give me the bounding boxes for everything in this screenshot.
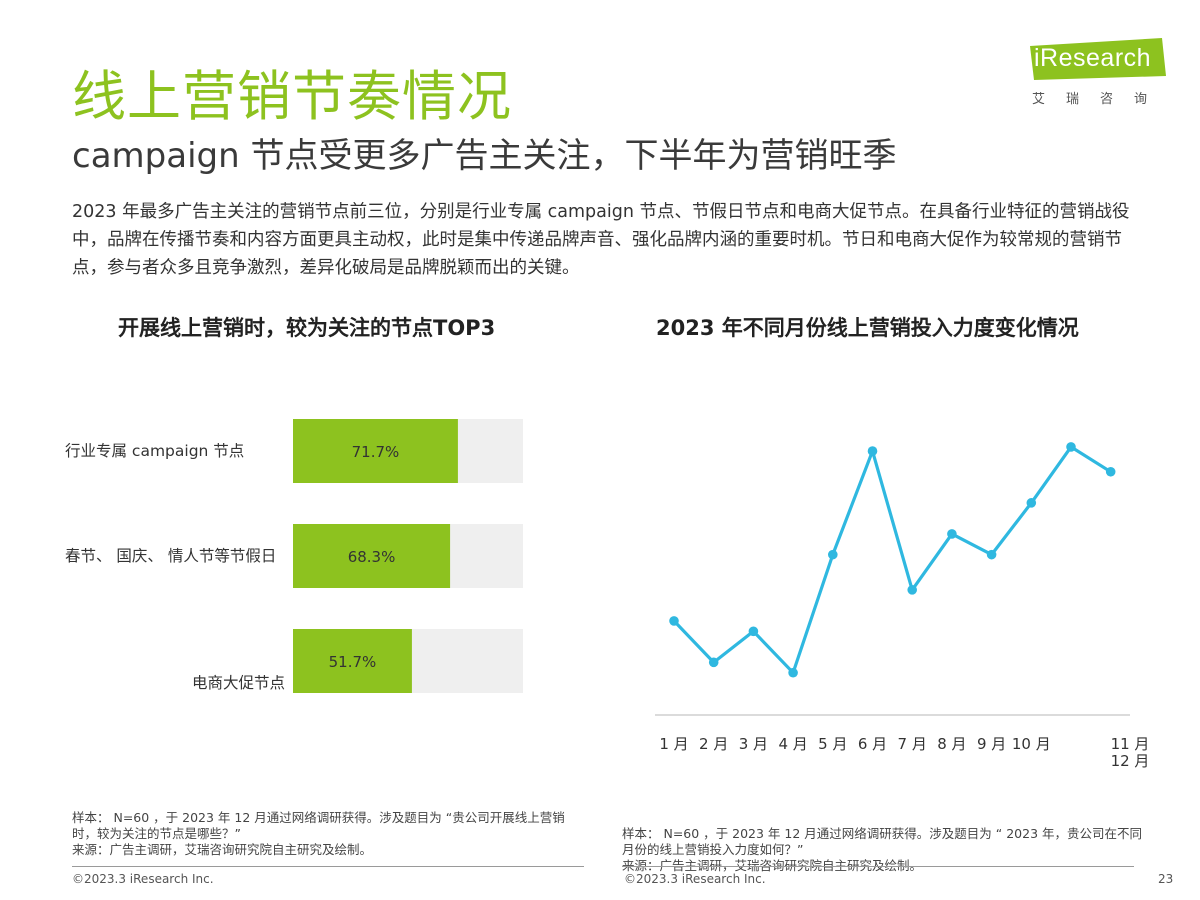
- x-tick-label: 2 月: [699, 735, 728, 753]
- bar-chart: 71.7% 行业专属 campaign 节点 68.3% 春节、 国庆、 情人节等节假…: [65, 419, 523, 693]
- x-tick-label: 5 月: [818, 735, 847, 753]
- bar-category-label-box: 行业专属 campaign 节点: [65, 441, 245, 460]
- footer-divider-left: [72, 866, 584, 867]
- bar-value-label: 51.7%: [329, 653, 377, 671]
- bar-category-label: 春节、 国庆、 情人节等节假日: [65, 546, 277, 565]
- footer-divider-right: [622, 866, 1134, 867]
- data-point: [986, 549, 997, 560]
- x-tick-label: 4 月: [778, 735, 807, 753]
- page-title: 线上营销节奏情况: [72, 65, 512, 128]
- data-point: [708, 657, 719, 668]
- bar: [293, 419, 458, 483]
- note-right: 样本： N=60 ，于 2023 年 12 月通过网络调研获得。涉及题目为 “ …: [622, 826, 1142, 874]
- copyright-left: ©2023.3 iResearch Inc.: [72, 872, 214, 886]
- data-point: [788, 667, 798, 678]
- x-tick-label: 8 月: [937, 735, 966, 753]
- note-right-sample: 样本： N=60 ，于 2023 年 12 月通过网络调研获得。涉及题目为 “ …: [622, 826, 1142, 857]
- x-tick-label: 1 月: [659, 735, 688, 753]
- data-point: [907, 585, 917, 595]
- logo-cn: 艾瑞咨询: [1032, 92, 1169, 107]
- line-chart-title: 2023 年不同月份线上营销投入力度变化情况: [656, 316, 1079, 340]
- note-left-source: 来源：广告主调研，艾瑞咨询研究院自主研究及绘制。: [72, 842, 373, 857]
- x-tick-label: 12 月: [1111, 752, 1150, 770]
- note-left: 样本： N=60 ，于 2023 年 12 月通过网络调研获得。涉及题目为 “贵…: [72, 810, 582, 858]
- x-tick-label: 11 月: [1111, 735, 1150, 753]
- bar-value-label: 71.7%: [352, 443, 400, 461]
- bar-category-label: 电商大促节点: [191, 674, 285, 692]
- x-tick-label: 7 月: [898, 735, 927, 753]
- bar-chart-title: 开展线上营销时，较为关注的节点TOP3: [118, 316, 496, 340]
- bar: [293, 524, 451, 588]
- x-tick-label: 6 月: [858, 735, 887, 753]
- logo-badge-icon: [1030, 38, 1166, 80]
- data-point: [867, 446, 878, 456]
- bar-category-label-box: 春节、 国庆、 情人节等节假日: [65, 546, 277, 565]
- series-line: [672, 445, 1112, 675]
- copyright-right: ©2023.3 iResearch Inc.: [624, 872, 766, 886]
- bar-category-label-box: 电商大促节点: [191, 674, 285, 692]
- note-left-sample: 样本： N=60 ，于 2023 年 12 月通过网络调研获得。涉及题目为 “贵…: [72, 810, 565, 841]
- x-tick-label: 10 月: [1012, 735, 1051, 753]
- page-subtitle: campaign 节点受更多广告主关注，下半年为营销旺季: [72, 136, 897, 176]
- data-point: [947, 529, 957, 539]
- data-point: [1105, 466, 1116, 477]
- bar: [293, 629, 412, 693]
- line-chart: 1 月 2 月 3 月 4 月 5 月 6 月 7 月 8 月 9 月 10 月 11 月12 月: [655, 442, 1150, 770]
- intro-paragraph: 2023 年最多广告主关注的营销节点前三位，分别是行业专属 campaign 节…: [72, 202, 1130, 278]
- data-point: [669, 616, 679, 626]
- x-tick-label: 9 月: [977, 735, 1006, 753]
- data-point: [1066, 442, 1076, 452]
- bar-category-label: 行业专属 campaign 节点: [65, 441, 245, 460]
- data-point: [828, 549, 838, 560]
- iresearch-logo: iResearch 艾瑞咨询: [1030, 38, 1170, 108]
- note-right-source: 来源：广告主调研，艾瑞咨询研究院自主研究及绘制。: [622, 858, 923, 873]
- page-number: 23: [1158, 872, 1174, 886]
- bar-value-label: 68.3%: [348, 548, 396, 566]
- logo-word: iResearch: [1034, 44, 1152, 72]
- data-point: [748, 626, 759, 637]
- data-point: [1026, 498, 1037, 508]
- x-tick-label: 3 月: [739, 735, 768, 753]
